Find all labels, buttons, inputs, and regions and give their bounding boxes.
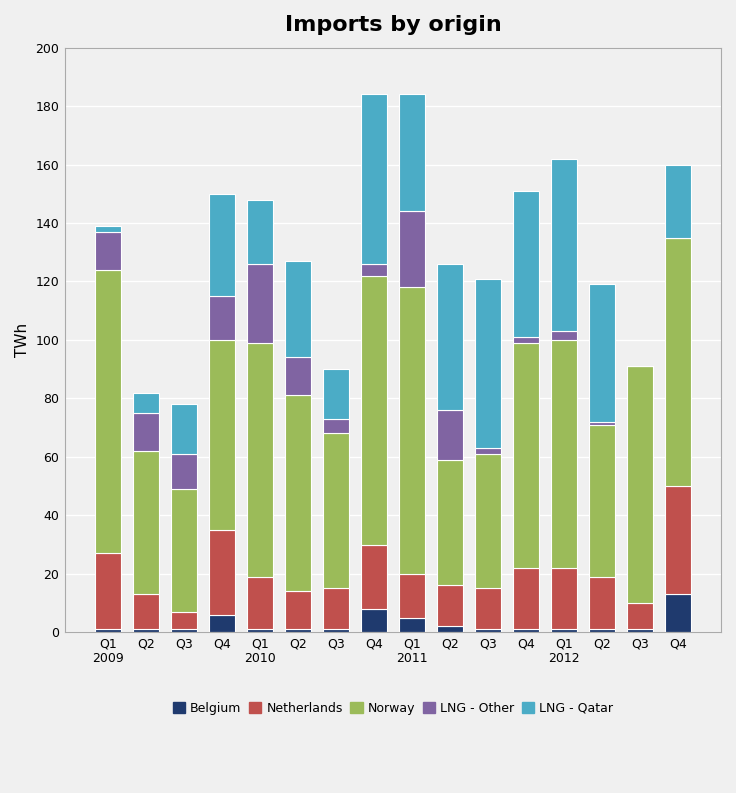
Bar [132, 630, 160, 632]
Bar [285, 630, 311, 632]
Bar [322, 630, 350, 632]
Bar [285, 261, 311, 358]
Bar [171, 611, 197, 630]
Bar [626, 630, 653, 632]
Bar [361, 609, 387, 632]
Bar [665, 594, 691, 632]
Bar [95, 232, 121, 270]
Bar [551, 630, 577, 632]
Bar [132, 393, 160, 413]
Bar [247, 343, 273, 577]
Bar [551, 340, 577, 568]
Bar [285, 396, 311, 592]
Bar [361, 276, 387, 545]
Bar [589, 285, 615, 422]
Bar [322, 588, 350, 630]
Legend: Belgium, Netherlands, Norway, LNG - Other, LNG - Qatar: Belgium, Netherlands, Norway, LNG - Othe… [168, 697, 618, 720]
Bar [171, 630, 197, 632]
Bar [209, 193, 236, 296]
Bar [475, 448, 501, 454]
Bar [171, 489, 197, 611]
Bar [285, 592, 311, 630]
Bar [209, 615, 236, 632]
Bar [436, 410, 463, 460]
Bar [551, 568, 577, 630]
Bar [436, 626, 463, 632]
Bar [247, 630, 273, 632]
Bar [95, 554, 121, 630]
Bar [322, 419, 350, 434]
Bar [247, 264, 273, 343]
Bar [589, 425, 615, 577]
Bar [551, 331, 577, 340]
Title: Imports by origin: Imports by origin [285, 15, 501, 35]
Bar [475, 454, 501, 588]
Bar [626, 366, 653, 603]
Bar [361, 264, 387, 276]
Bar [513, 343, 539, 568]
Bar [209, 530, 236, 615]
Bar [436, 460, 463, 585]
Bar [322, 370, 350, 419]
Bar [209, 296, 236, 340]
Bar [626, 603, 653, 630]
Bar [589, 422, 615, 425]
Bar [475, 630, 501, 632]
Bar [551, 159, 577, 331]
Bar [361, 545, 387, 609]
Bar [285, 358, 311, 396]
Bar [132, 413, 160, 451]
Bar [665, 238, 691, 486]
Bar [171, 404, 197, 454]
Bar [436, 264, 463, 410]
Bar [513, 630, 539, 632]
Bar [665, 486, 691, 594]
Bar [361, 94, 387, 264]
Bar [132, 451, 160, 594]
Bar [247, 577, 273, 630]
Bar [399, 211, 425, 287]
Bar [399, 618, 425, 632]
Bar [95, 226, 121, 232]
Bar [436, 585, 463, 626]
Bar [399, 573, 425, 618]
Bar [95, 630, 121, 632]
Bar [589, 630, 615, 632]
Bar [513, 568, 539, 630]
Bar [247, 200, 273, 264]
Bar [513, 191, 539, 337]
Bar [399, 287, 425, 573]
Bar [171, 454, 197, 489]
Bar [475, 588, 501, 630]
Bar [513, 337, 539, 343]
Bar [95, 270, 121, 554]
Bar [475, 278, 501, 448]
Bar [322, 434, 350, 588]
Y-axis label: TWh: TWh [15, 323, 30, 357]
Bar [589, 577, 615, 630]
Bar [132, 594, 160, 630]
Bar [399, 94, 425, 211]
Bar [209, 340, 236, 530]
Bar [665, 165, 691, 238]
